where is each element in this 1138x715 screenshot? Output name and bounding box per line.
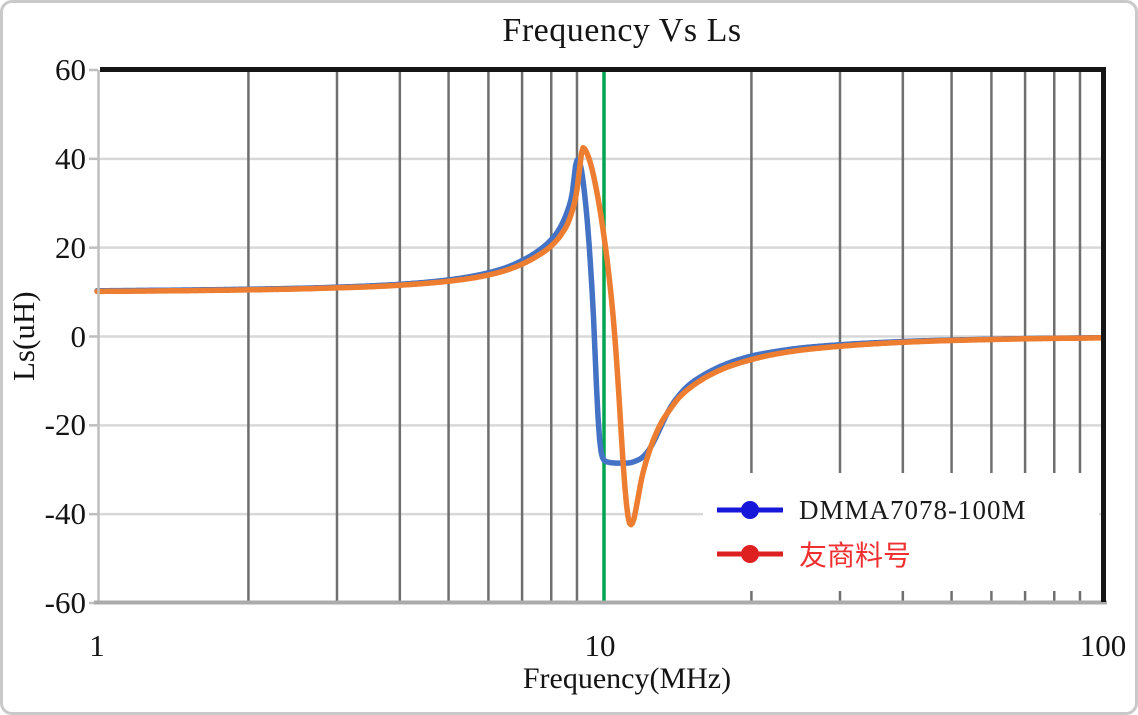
- legend-line-marker-icon: [717, 545, 783, 563]
- y-tick-label: 40: [55, 140, 86, 176]
- legend-item-dmma7078: DMMA7078-100M: [703, 488, 1099, 532]
- legend-label: DMMA7078-100M: [799, 494, 1027, 525]
- legend-line-marker-icon: [717, 501, 783, 519]
- x-axis-title: Frequency(MHz): [522, 662, 732, 695]
- y-tick-label: 0: [70, 318, 87, 354]
- x-tick-label: 10: [584, 628, 616, 663]
- y-tick-label: -20: [44, 407, 86, 443]
- y-tick-label: 60: [55, 52, 86, 87]
- y-tick-label: 20: [55, 229, 86, 265]
- chart-title: Frequency Vs Ls: [502, 12, 742, 49]
- y-tick-label: -40: [44, 496, 86, 532]
- x-tick-label: 100: [1079, 628, 1127, 663]
- legend-label: 友商料号: [799, 540, 912, 571]
- y-tick-label: -60: [44, 585, 86, 620]
- legend-item-competitor: 友商料号: [703, 532, 1099, 576]
- legend: DMMA7078-100M 友商料号: [703, 473, 1099, 591]
- x-tick-label: 1: [89, 628, 105, 663]
